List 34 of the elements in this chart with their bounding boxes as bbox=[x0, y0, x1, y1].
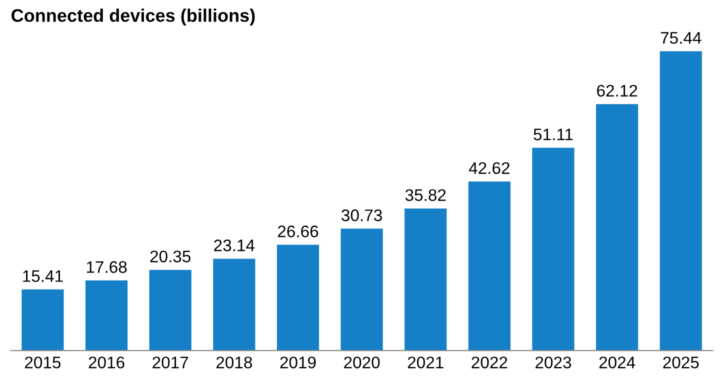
data-label: 26.66 bbox=[278, 226, 318, 238]
data-label: 42.62 bbox=[468, 162, 510, 174]
bar bbox=[468, 181, 510, 351]
bar bbox=[276, 244, 320, 351]
bar bbox=[149, 270, 192, 351]
bar bbox=[85, 280, 128, 351]
bar bbox=[404, 208, 447, 351]
data-label: 51.11 bbox=[534, 128, 573, 140]
data-label: 17.68 bbox=[86, 261, 127, 273]
x-tick-label: 2023 bbox=[536, 356, 572, 368]
x-tick-label: 2015 bbox=[25, 356, 61, 368]
chart-title: Connected devices (billions) bbox=[12, 8, 255, 26]
x-tick-label: 2025 bbox=[663, 356, 699, 368]
x-tick-label: 2024 bbox=[599, 356, 636, 368]
data-label: 23.14 bbox=[214, 240, 255, 252]
x-tick-label: 2020 bbox=[344, 356, 380, 368]
x-tick-label: 2016 bbox=[88, 356, 124, 368]
data-label: 30.73 bbox=[342, 209, 382, 222]
bar bbox=[596, 104, 638, 351]
bar bbox=[340, 228, 383, 351]
x-tick-label: 2022 bbox=[472, 356, 508, 368]
data-label: 75.44 bbox=[660, 32, 702, 44]
x-tick-label: 2018 bbox=[216, 356, 252, 368]
bar bbox=[213, 258, 256, 351]
bar bbox=[660, 51, 702, 351]
x-tick-label: 2021 bbox=[408, 356, 444, 368]
bar bbox=[532, 148, 574, 351]
data-label: 35.82 bbox=[405, 189, 446, 201]
x-tick-label: 2017 bbox=[152, 356, 188, 368]
bar bbox=[22, 289, 64, 351]
data-label: 62.12 bbox=[597, 84, 638, 97]
x-tick-label: 2019 bbox=[280, 356, 316, 368]
data-label: 20.35 bbox=[150, 250, 190, 262]
data-label: 15.41 bbox=[23, 270, 63, 282]
